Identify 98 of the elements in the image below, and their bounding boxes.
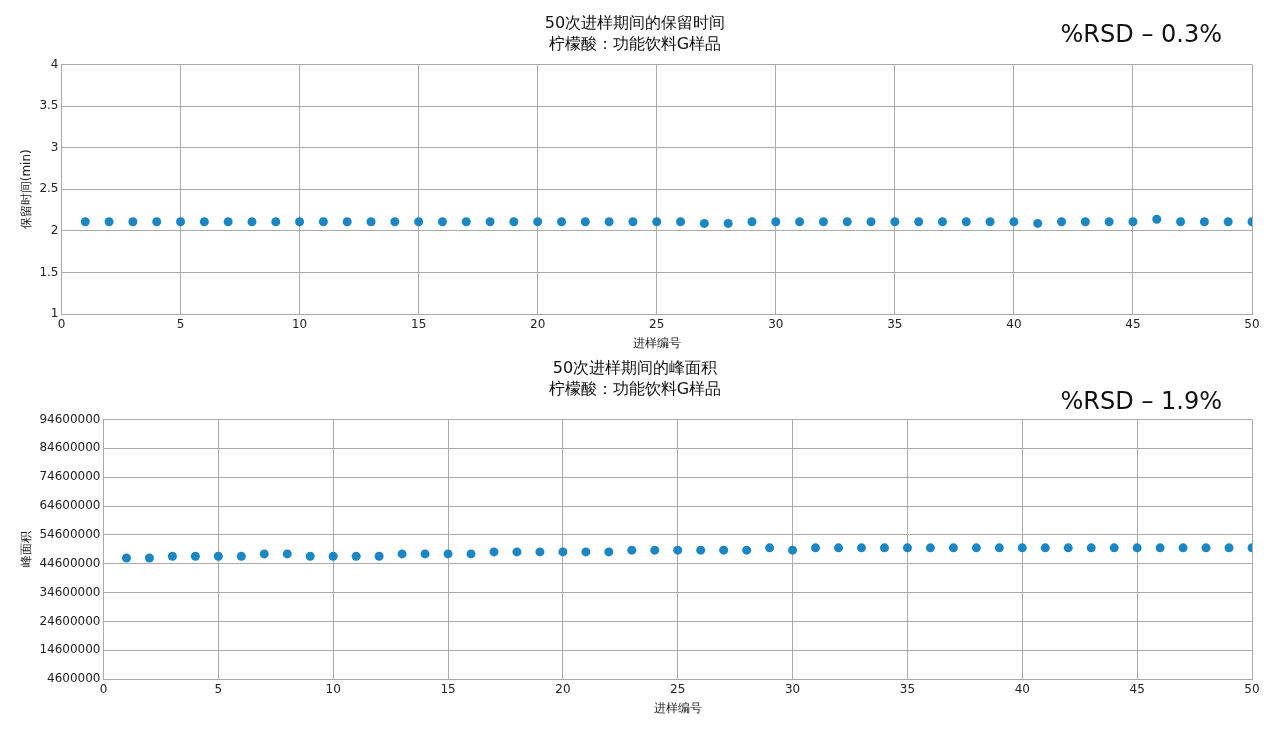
- point: [1086, 543, 1096, 553]
- x-tick-label: 45: [1129, 681, 1145, 696]
- x-tick-label: 0: [57, 316, 66, 331]
- x-tick-label: 20: [555, 681, 571, 696]
- point: [1063, 543, 1073, 553]
- point: [1017, 543, 1027, 553]
- x-axis-title: 进样编号: [653, 700, 702, 715]
- point: [902, 543, 912, 553]
- point: [1224, 543, 1234, 553]
- point: [305, 551, 315, 561]
- y-tick-label: 24600000: [39, 613, 101, 628]
- point: [742, 545, 752, 555]
- x-tick-label: 35: [887, 316, 903, 331]
- y-tick-label: 84600000: [39, 440, 101, 455]
- x-tick-label: 15: [411, 316, 427, 331]
- point: [167, 551, 177, 561]
- x-tick-label: 40: [1014, 681, 1030, 696]
- x-tick-label: 20: [530, 316, 546, 331]
- y-tick-label: 3.5: [39, 98, 59, 113]
- y-axis-title: 峰面积: [19, 531, 34, 568]
- point: [558, 547, 568, 557]
- point: [466, 549, 476, 559]
- x-tick-label: 30: [784, 681, 801, 696]
- point: [719, 545, 729, 555]
- point: [512, 547, 522, 557]
- point: [374, 551, 384, 561]
- point: [420, 549, 430, 559]
- x-tick-label: 25: [670, 681, 686, 696]
- point: [1178, 543, 1188, 553]
- point: [1201, 543, 1211, 553]
- point: [351, 551, 361, 561]
- point: [259, 549, 269, 559]
- point: [190, 551, 200, 561]
- chart-subtitle: 柠檬酸：功能饮料G样品: [548, 33, 722, 53]
- x-tick-label: 45: [1125, 316, 1141, 331]
- x-tick-label: 40: [1006, 316, 1022, 331]
- point: [788, 545, 798, 555]
- point: [282, 549, 292, 559]
- point: [443, 549, 453, 559]
- point: [535, 547, 545, 557]
- y-tick-label: 34600000: [39, 584, 101, 599]
- y-tick-label: 14600000: [39, 642, 101, 657]
- y-tick-label: 54600000: [39, 526, 101, 541]
- point: [1109, 543, 1119, 553]
- x-tick-label: 35: [899, 681, 916, 696]
- text: %RSD – 1.9%: [1060, 387, 1222, 416]
- x-tick-label: 25: [649, 316, 665, 331]
- point: [811, 543, 821, 553]
- point: [328, 551, 338, 561]
- y-tick-label: 44600000: [39, 555, 101, 570]
- y-tick-label: 2.5: [39, 181, 59, 196]
- point: [673, 545, 683, 555]
- point: [879, 543, 889, 553]
- y-tick-label: 94600000: [39, 411, 101, 426]
- point: [994, 543, 1004, 553]
- chart-subtitle: 柠檬酸：功能饮料G样品: [548, 378, 722, 398]
- chart-title: 50次进样期间的保留时间: [544, 12, 726, 32]
- y-tick-label: 64600000: [39, 498, 101, 513]
- x-axis-title: 进样编号: [632, 335, 681, 350]
- point: [236, 551, 246, 561]
- x-tick-label: 10: [291, 316, 308, 331]
- point: [581, 547, 591, 557]
- y-tick-label: 4600000: [47, 671, 101, 686]
- x-tick-label: 10: [325, 681, 341, 696]
- y-tick-label: 74600000: [39, 469, 101, 484]
- x-tick-label: 15: [440, 681, 456, 696]
- point: [121, 553, 131, 563]
- y-tick-label: 1: [50, 306, 59, 321]
- point: [627, 545, 637, 555]
- point: [604, 547, 614, 557]
- point: [213, 551, 223, 561]
- y-axis-title: 保留时间(min): [19, 149, 34, 230]
- point: [925, 543, 935, 553]
- point: [144, 553, 154, 563]
- point: [489, 547, 499, 557]
- point: [1155, 543, 1165, 553]
- y-tick-label: 3: [50, 139, 59, 154]
- point: [971, 543, 981, 553]
- point: [857, 543, 866, 553]
- x-tick-label: 0: [99, 681, 108, 696]
- point: [1040, 543, 1050, 553]
- chart-title: 50次进样期间的峰面积: [552, 357, 718, 377]
- x-tick-label: 5: [176, 316, 185, 331]
- point: [948, 543, 958, 553]
- point: [834, 543, 844, 553]
- y-tick-label: 1.5: [39, 264, 59, 279]
- x-tick-label: 50: [1244, 681, 1260, 696]
- text: %RSD – 0.3%: [1060, 20, 1222, 49]
- x-tick-label: 30: [768, 316, 784, 331]
- point: [1132, 543, 1142, 553]
- point: [765, 543, 775, 553]
- point: [650, 545, 660, 555]
- y-tick-label: 2: [50, 223, 59, 238]
- x-tick-label: 5: [214, 681, 223, 696]
- y-tick-label: 4: [50, 56, 59, 71]
- point: [397, 549, 407, 559]
- point: [696, 545, 706, 555]
- x-tick-label: 50: [1244, 316, 1260, 331]
